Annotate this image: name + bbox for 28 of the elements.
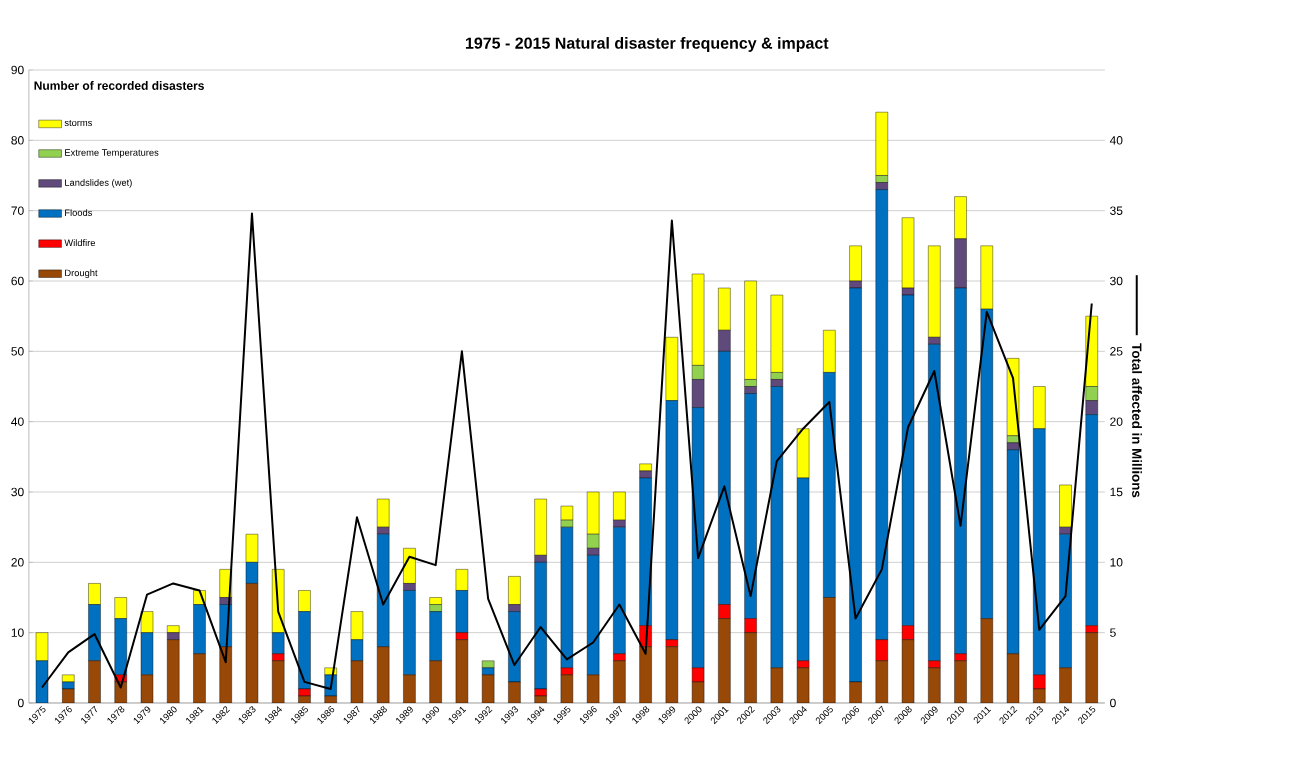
y2-tick-label: 30 xyxy=(1110,276,1123,286)
y2-tick-label: 15 xyxy=(1110,487,1123,497)
legend-label: Landslides (wet) xyxy=(65,179,132,188)
y2-tick-label: 35 xyxy=(1110,206,1123,215)
y2-tick-label: 20 xyxy=(1110,417,1123,426)
legend-label: Floods xyxy=(65,209,93,216)
y2-tick-label: 10 xyxy=(1110,558,1123,567)
y-tick-label: 90 xyxy=(11,65,24,75)
y-tick-label: 80 xyxy=(11,136,24,145)
y2-tick-label: 5 xyxy=(1110,628,1116,637)
y-tick-label: 30 xyxy=(11,487,24,497)
y-tick-label: 60 xyxy=(11,276,24,286)
y-tick-label: 70 xyxy=(11,206,24,215)
y-tick-label: 40 xyxy=(11,417,24,426)
legend-title: Number of recorded disasters xyxy=(34,81,204,90)
y-tick-label: 10 xyxy=(11,628,24,637)
y-tick-label: 0 xyxy=(17,698,24,708)
legend-label: Drought xyxy=(65,269,98,279)
y2-axis-title: Total affected in Millions xyxy=(1132,343,1142,498)
y-tick-label: 20 xyxy=(11,558,24,567)
legend-label: Extreme Temperatures xyxy=(65,149,159,158)
legend-label: Wildfire xyxy=(64,239,96,247)
y2-tick-label: 0 xyxy=(1110,698,1116,708)
legend-label: storms xyxy=(64,119,93,127)
y2-tick-label: 40 xyxy=(1109,136,1123,145)
chart-title: 1975 - 2015 Natural disaster frequency & impact xyxy=(465,37,829,52)
y-tick-label: 50 xyxy=(11,347,24,356)
y2-tick-label: 25 xyxy=(1110,347,1123,356)
